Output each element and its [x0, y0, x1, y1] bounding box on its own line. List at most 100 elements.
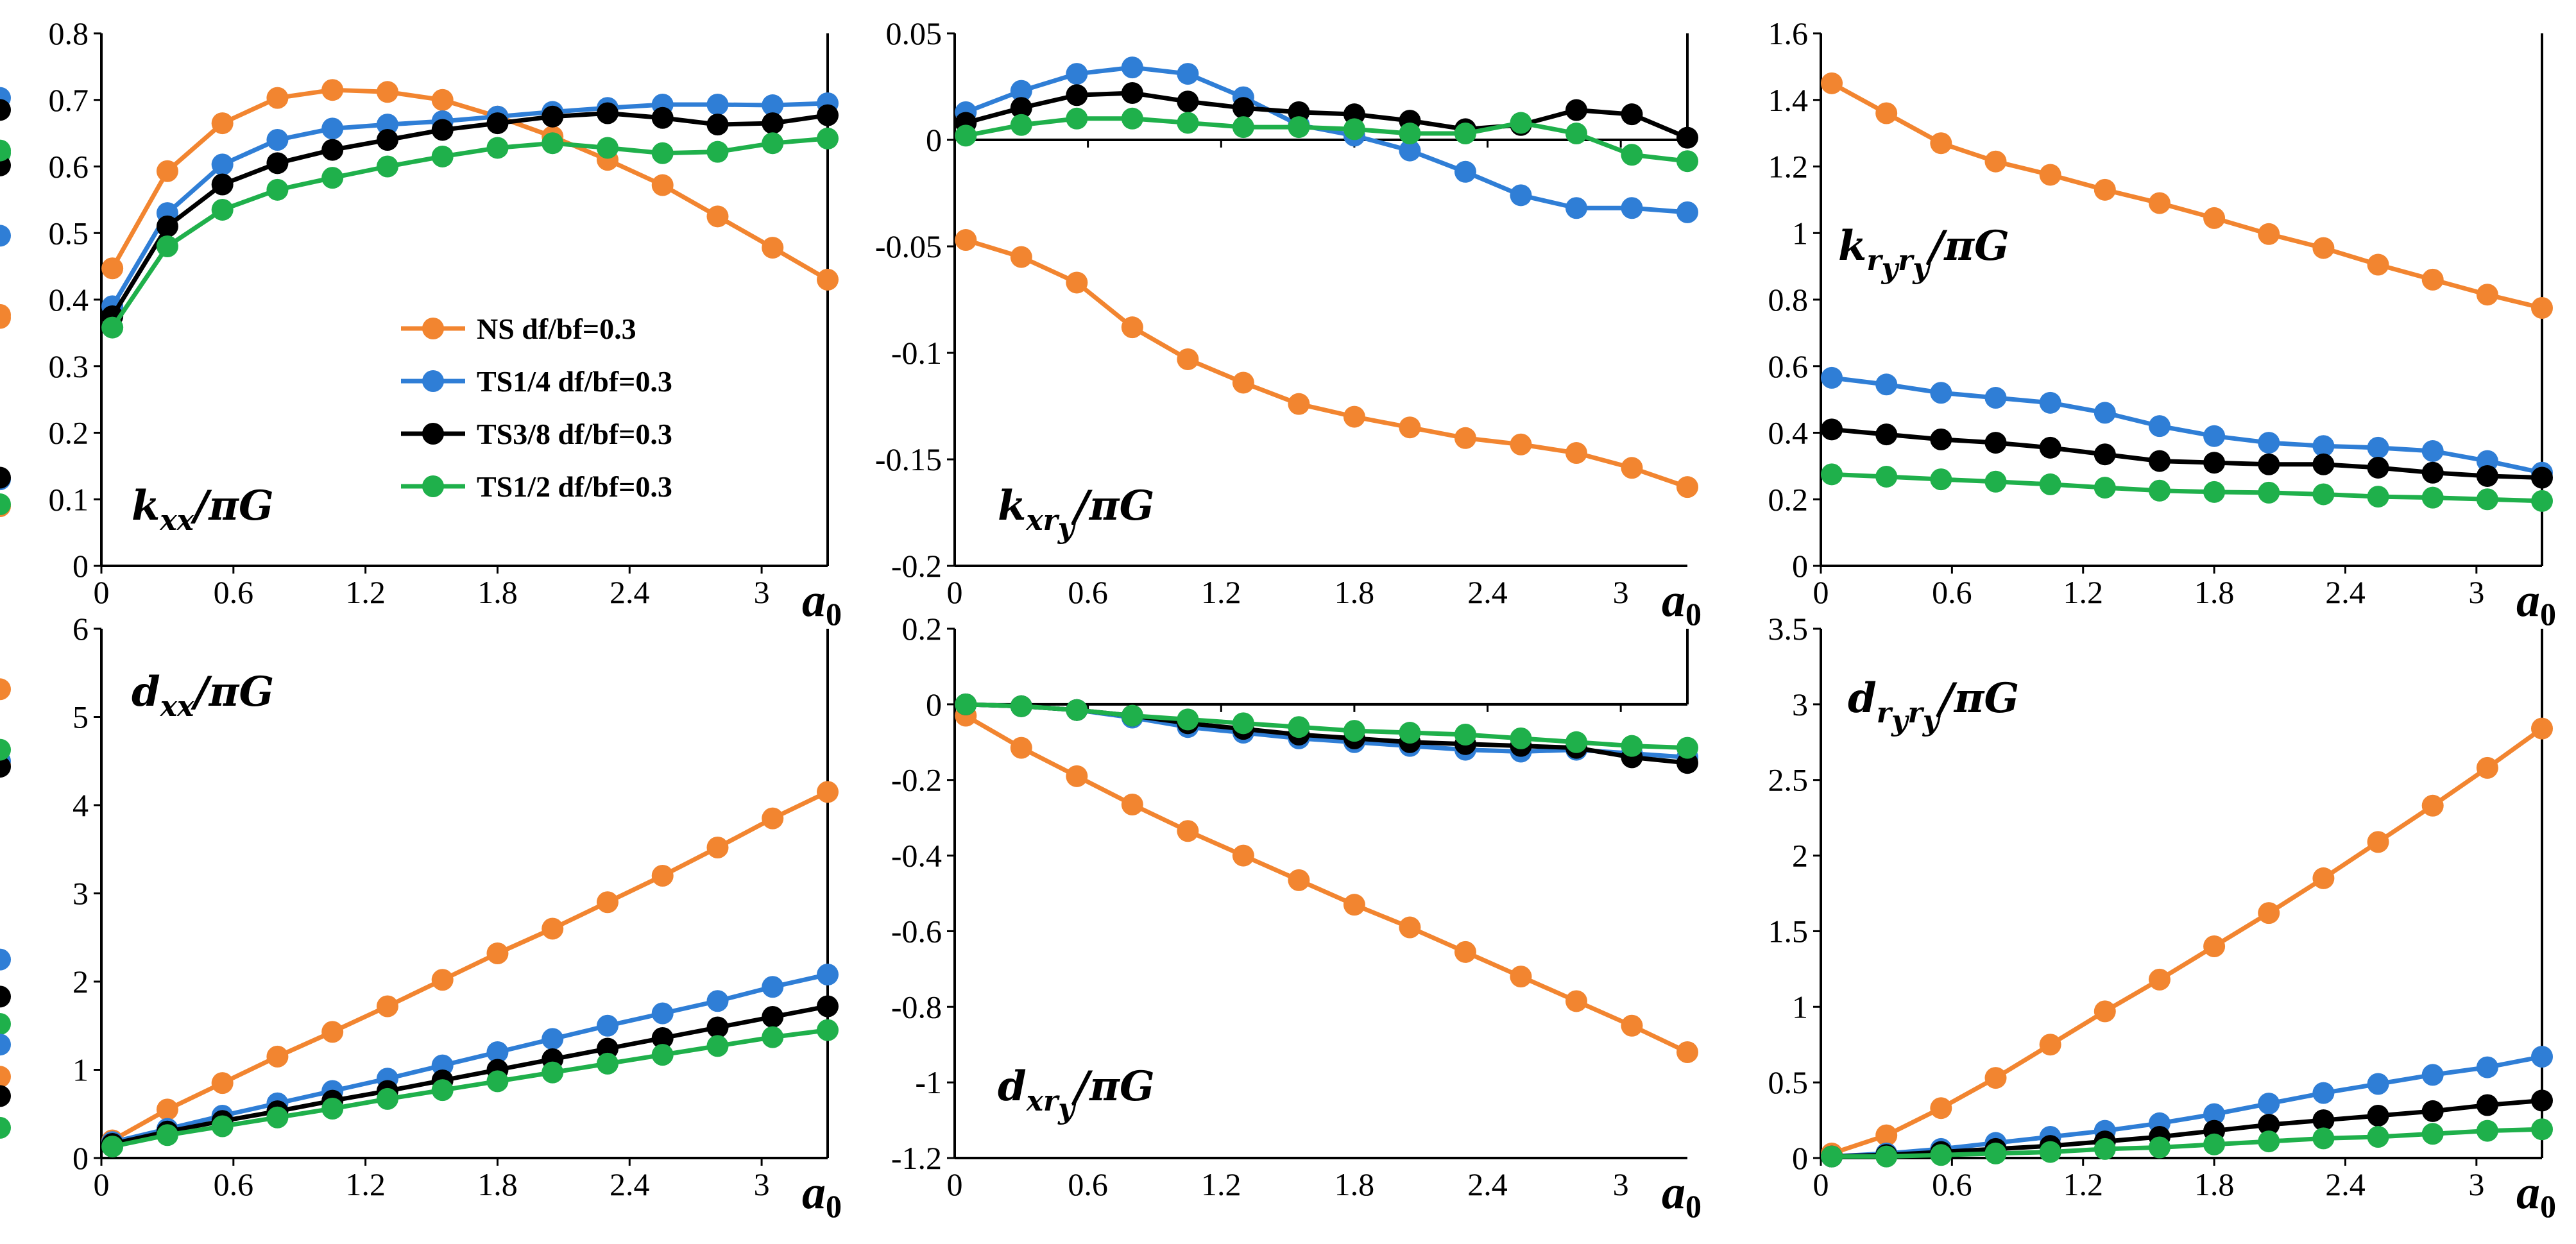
x-tick-label: 2.4 [610, 1166, 650, 1202]
data-point [817, 1019, 839, 1041]
y-tick-label: 3 [73, 876, 89, 912]
data-point [817, 104, 839, 126]
data-point [1875, 1124, 1898, 1146]
data-point [2476, 1120, 2498, 1142]
data-point [1984, 150, 2007, 173]
legend-label: TS3/8 df/bf=0.3 [477, 418, 672, 450]
data-point [1121, 794, 1143, 816]
y-tick-label: -0.15 [875, 441, 942, 477]
data-point [2094, 402, 2116, 424]
data-point [1930, 468, 1952, 491]
y-tick-label: 0 [1792, 1140, 1808, 1176]
data-point [266, 178, 289, 201]
data-point [1399, 123, 1421, 145]
x-tick-label: 0 [947, 1166, 963, 1202]
x-tick-label: 0.6 [214, 574, 254, 610]
data-point [1121, 81, 1143, 104]
data-point [762, 1026, 784, 1048]
x-tick-label: 1.2 [345, 574, 386, 610]
x-axis-label: a0 [802, 1166, 842, 1224]
y-tick-label: 0.8 [1768, 282, 1809, 318]
data-point [266, 1106, 289, 1129]
data-point [706, 205, 729, 228]
y-tick-label: 0.6 [1768, 348, 1809, 384]
y-tick-label: -0.2 [891, 548, 942, 584]
data-point [2312, 435, 2335, 457]
x-tick-label: 1.2 [1201, 1166, 1241, 1202]
x-tick-label: 2.4 [2325, 1166, 2366, 1202]
x-tick-label: 0 [947, 574, 963, 610]
data-point [1676, 476, 1698, 498]
y-tick-label: 0.05 [886, 15, 943, 51]
data-point [1010, 97, 1032, 119]
data-point [2203, 935, 2226, 957]
data-point [2476, 450, 2498, 472]
data-point [1875, 1145, 1898, 1168]
data-point [2367, 486, 2389, 508]
data-point [2421, 1100, 2444, 1122]
data-point [1676, 1041, 1698, 1063]
data-point [376, 995, 398, 1018]
data-point [2258, 481, 2280, 504]
data-point [376, 1087, 398, 1110]
data-point [1565, 731, 1587, 753]
data-point [817, 268, 839, 291]
x-tick-label: 0.6 [1932, 1166, 1972, 1202]
data-point [1454, 941, 1476, 963]
data-point [955, 124, 977, 147]
x-tick-label: 1.8 [2194, 1166, 2235, 1202]
y-tick-label: 0.3 [49, 348, 89, 384]
data-point [2148, 479, 2171, 502]
data-point [1930, 382, 1952, 404]
data-point [2421, 486, 2444, 509]
x-tick-label: 2.4 [610, 574, 650, 610]
data-point [762, 237, 784, 259]
data-point [1454, 160, 1476, 183]
data-point [266, 1045, 289, 1068]
data-point [1930, 1097, 1952, 1120]
x-tick-label: 3 [1613, 1166, 1629, 1202]
data-point [431, 969, 454, 991]
data-point [211, 1115, 234, 1137]
data-point [542, 1061, 564, 1084]
y-tick-label: 0.5 [49, 215, 89, 251]
y-tick-label: 3 [1792, 686, 1808, 722]
data-point [2258, 453, 2280, 475]
x-tick-label: 1.8 [477, 1166, 518, 1202]
x-tick-label: 3 [2468, 574, 2484, 610]
data-point [486, 137, 509, 159]
data-point [2094, 1137, 2116, 1160]
data-point [1066, 765, 1088, 787]
data-point [1399, 139, 1421, 162]
data-point [2039, 436, 2061, 459]
data-point [1821, 418, 1843, 441]
data-point [2039, 473, 2061, 495]
legend-label: TS1/2 df/bf=0.3 [477, 470, 672, 503]
data-point [1930, 1144, 1952, 1166]
x-tick-label: 3 [2468, 1166, 2484, 1202]
data-point [651, 142, 674, 164]
data-point [1399, 916, 1421, 939]
x-tick-label: 0.6 [214, 1166, 254, 1202]
data-point [1121, 107, 1143, 130]
data-point [2148, 968, 2171, 991]
data-point [1177, 820, 1199, 842]
data-point [2312, 1082, 2335, 1104]
y-tick-label: 0.4 [1768, 415, 1809, 451]
panel-kryry: 0 0.2 0.4 0.6 0.8 1 1.2 1.4 1.6 0 0.6 1.2 1.8 2.4 3 a0 k… [0, 15, 2556, 632]
x-tick-label: 1.8 [1335, 1166, 1375, 1202]
y-tick-label: 0.1 [49, 481, 89, 517]
data-point [542, 1028, 564, 1050]
data-point [431, 1054, 454, 1077]
data-point [651, 865, 674, 887]
panel-kxry: -0.2 -0.15 -0.1 -0.05 0 0.05 0 0.6 1.2 1.8 2.4 3 a0 k… [0, 15, 1702, 632]
data-point [706, 141, 729, 163]
x-tick-label: 3 [754, 1166, 770, 1202]
data-point [1288, 116, 1310, 139]
y-tick-label: 0 [926, 122, 942, 158]
data-point [211, 112, 234, 135]
data-point [1984, 470, 2007, 493]
data-point [156, 215, 178, 237]
data-point [1010, 80, 1032, 102]
y-tick-label: -0.4 [891, 838, 942, 874]
